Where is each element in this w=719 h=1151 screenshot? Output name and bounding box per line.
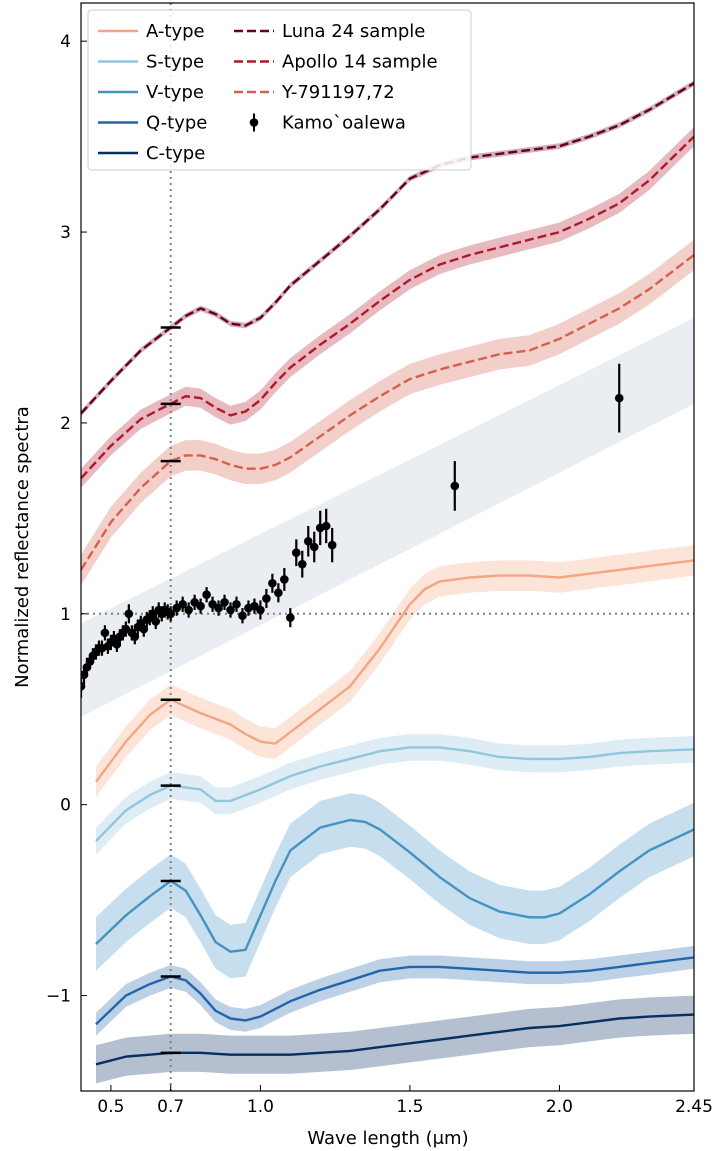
a-type-line — [95, 559, 694, 783]
legend-label-luna-24-sample: Luna 24 sample — [282, 21, 425, 42]
v-type-band — [96, 793, 694, 979]
data-point — [232, 599, 241, 609]
data-point — [220, 598, 229, 607]
data-point — [286, 613, 295, 622]
data-point — [238, 611, 247, 621]
data-point — [226, 605, 235, 615]
data-point — [151, 617, 161, 626]
legend-label-apollo-14-sample: Apollo 14 sample — [282, 52, 438, 73]
data-point — [450, 481, 460, 491]
data-point — [274, 588, 283, 598]
q-type-band — [96, 945, 694, 1036]
v-type-line — [95, 818, 694, 953]
legend-label-kamo-oalewa: Kamo`oalewa — [282, 113, 406, 134]
x-tick-label: 1.0 — [247, 1097, 274, 1117]
reference-markers — [160, 326, 181, 1055]
data-point — [327, 540, 337, 550]
legend-label-v-type: V-type — [146, 82, 204, 103]
legend: A-type S-type V-type Q-type C-type Luna 24 sa… — [87, 9, 472, 171]
x-tick-label: 2.0 — [546, 1097, 573, 1117]
data-point — [202, 590, 211, 600]
uncertainty-bands — [81, 80, 694, 1084]
y-tick-label: 1 — [60, 605, 71, 625]
reference-lines — [81, 3, 694, 1091]
kamooalewa-points — [81, 363, 624, 698]
data-point — [214, 603, 223, 613]
x-tick-label: 1.5 — [396, 1097, 423, 1117]
data-point — [614, 393, 624, 403]
x-tick-label: 0.7 — [157, 1097, 184, 1117]
data-point — [124, 609, 134, 619]
data-point — [309, 542, 319, 552]
legend-label-s-type: S-type — [146, 52, 204, 73]
x-tick-label: 2.45 — [675, 1097, 713, 1117]
legend-label-a-type: A-type — [146, 21, 205, 42]
c-type-band — [96, 995, 694, 1084]
apollo-14-sample-line — [81, 135, 694, 480]
data-point — [297, 559, 307, 569]
y-tick-label: 0 — [60, 796, 71, 816]
legend-label-c-type: C-type — [146, 143, 205, 164]
data-point — [321, 521, 331, 531]
data-point — [166, 609, 176, 619]
x-axis-ticks: 0.5 0.7 1.0 1.5 2.0 2.45 — [97, 1085, 713, 1117]
plot-frame — [80, 2, 695, 1092]
data-point — [100, 628, 110, 638]
data-point — [280, 575, 289, 584]
s-type-line — [95, 746, 694, 842]
y-tick-label: 2 — [60, 414, 71, 434]
data-point — [184, 605, 193, 615]
legend-box — [87, 9, 472, 171]
s-type-band — [96, 734, 694, 855]
data-point — [196, 601, 205, 611]
q-type-line — [95, 956, 694, 1026]
y-axis-ticks: −1 0 1 2 3 4 — [46, 32, 87, 1007]
legend-label-y-791197-72: Y-791197,72 — [281, 82, 395, 103]
data-point — [303, 536, 313, 546]
y-tick-label: −1 — [46, 987, 71, 1007]
y-tick-label: 4 — [60, 32, 71, 52]
data-point — [291, 548, 301, 558]
data-point — [178, 599, 187, 609]
legend-point-icon — [249, 118, 259, 127]
y-791197-72-line — [81, 254, 694, 571]
trend-band — [81, 317, 694, 717]
data-point — [268, 578, 277, 588]
x-axis-label: Wave length (μm) — [307, 1128, 468, 1149]
spectrum-lines — [81, 82, 694, 1066]
x-tick-label: 0.5 — [97, 1097, 124, 1117]
legend-label-q-type: Q-type — [146, 113, 207, 134]
data-point — [262, 594, 271, 603]
y-axis-label: Normalized reflectance spectra — [12, 406, 33, 688]
y-tick-label: 3 — [60, 223, 71, 243]
luna-24-sample-line — [81, 82, 694, 415]
data-point — [256, 605, 265, 615]
